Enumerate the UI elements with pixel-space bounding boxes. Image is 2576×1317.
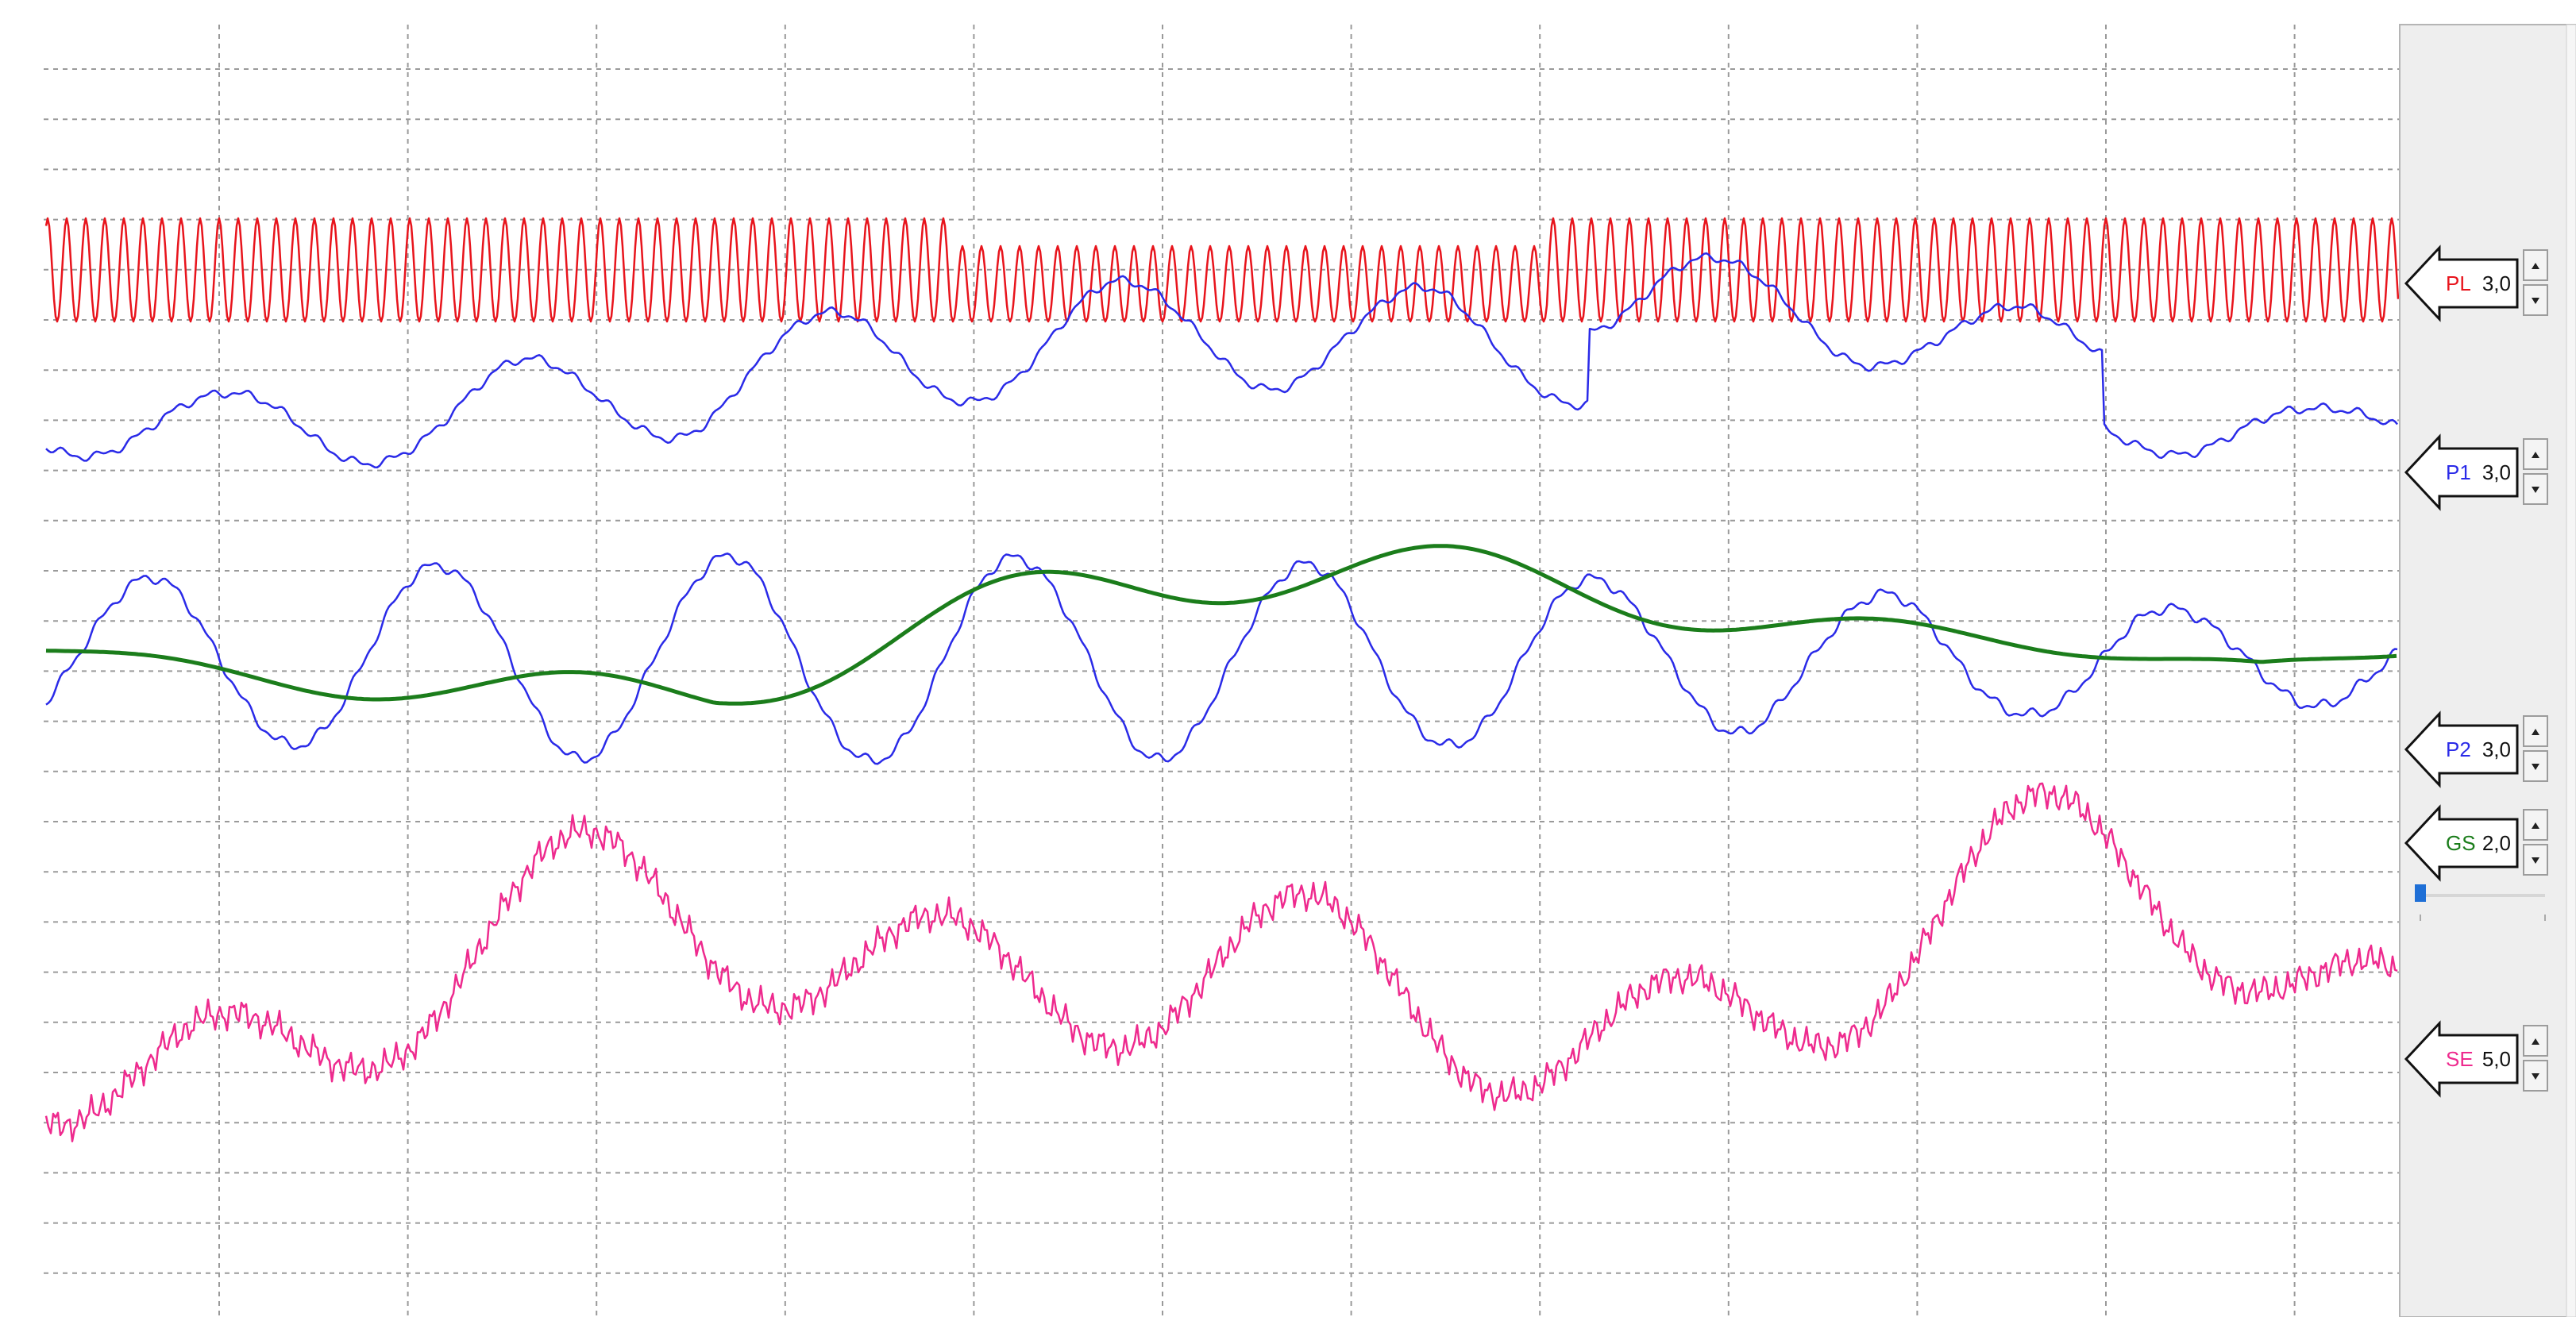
spin-arrow: [2532, 1038, 2539, 1045]
spin-button[interactable]: [2523, 438, 2548, 470]
gain-up[interactable]: [2523, 249, 2548, 281]
chart-area: [0, 0, 2400, 1317]
channel-name: PL: [2446, 271, 2471, 295]
gain-down[interactable]: [2523, 1060, 2548, 1092]
trace: [44, 217, 2400, 323]
channel-name: P2: [2446, 737, 2471, 761]
label-arrow: [2404, 433, 2519, 511]
channel-gain: 5,0: [2482, 1047, 2511, 1071]
slider-thumb[interactable]: [2415, 884, 2426, 902]
channel-gain: 3,0: [2482, 460, 2511, 484]
trace: [45, 252, 2398, 469]
channel-label: P2 3,0: [2404, 710, 2548, 788]
gain-down[interactable]: [2523, 750, 2548, 782]
channel-label: SE 5,0: [2404, 1020, 2548, 1098]
channel-name: P1: [2446, 460, 2471, 484]
channel-gain: 2,0: [2482, 831, 2511, 855]
spin-arrow: [2532, 764, 2539, 770]
channel-name: SE: [2446, 1047, 2474, 1071]
gain-up[interactable]: [2523, 1025, 2548, 1057]
spin-arrow: [2532, 298, 2539, 304]
label-arrow: [2404, 1020, 2519, 1098]
spin-arrow: [2532, 822, 2539, 829]
gain-down[interactable]: [2523, 284, 2548, 316]
channel-label: P1 3,0: [2404, 433, 2548, 511]
channel-label: PL 3,0: [2404, 245, 2548, 322]
spin-arrow: [2532, 857, 2539, 864]
panel-edge: [2566, 24, 2576, 1317]
spin-arrow: [2532, 263, 2539, 269]
trace: [44, 782, 2398, 1142]
spin-arrow: [2532, 452, 2539, 458]
channel-gain: 3,0: [2482, 271, 2511, 295]
label-arrow: [2404, 710, 2519, 788]
channel-name: GS: [2446, 831, 2476, 855]
label-arrow: [2404, 804, 2519, 882]
spin-arrow: [2532, 1073, 2539, 1080]
gain-up[interactable]: [2523, 438, 2548, 470]
channel-gain: 3,0: [2482, 737, 2511, 761]
channel-controls: PL 3,0 P1 3,0 P2 3,0 GS 2,0 SE 5,0: [2404, 245, 2548, 1098]
gain-up[interactable]: [2523, 715, 2548, 747]
gain-down[interactable]: [2523, 844, 2548, 876]
spin-button[interactable]: [2523, 809, 2548, 841]
label-arrow: [2404, 245, 2519, 322]
slider[interactable]: [2415, 884, 2546, 921]
trace: [45, 553, 2398, 765]
trace: [45, 544, 2397, 706]
traces: [44, 217, 2400, 1142]
gain-up[interactable]: [2523, 809, 2548, 841]
side-panel: [2399, 24, 2576, 1317]
channel-label: GS 2,0: [2404, 804, 2548, 882]
spin-arrow: [2532, 487, 2539, 493]
gain-down[interactable]: [2523, 473, 2548, 505]
spin-arrow: [2532, 729, 2539, 735]
